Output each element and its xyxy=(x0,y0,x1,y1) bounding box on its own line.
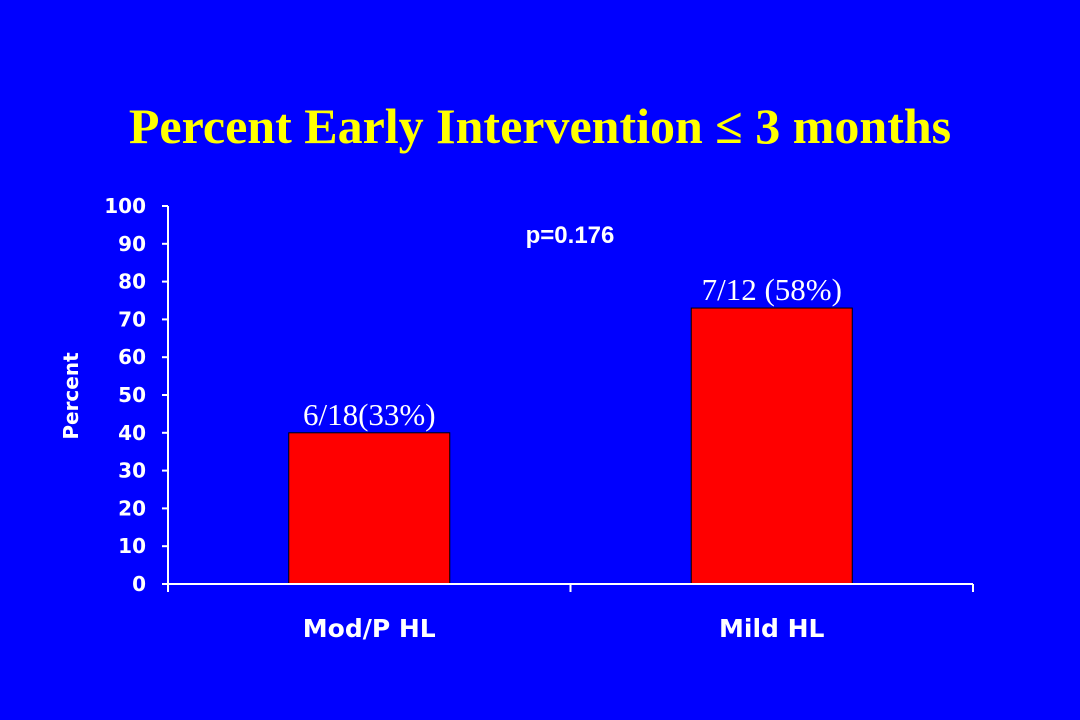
y-tick-label: 90 xyxy=(118,232,146,256)
slide-title: Percent Early Intervention ≤ 3 months xyxy=(128,98,952,154)
x-category-label: Mod/P HL xyxy=(303,614,436,643)
y-tick-label: 10 xyxy=(118,534,146,558)
bar-1 xyxy=(288,432,451,585)
bar-data-label: 7/12 (58%) xyxy=(702,272,842,307)
y-tick-label: 80 xyxy=(118,270,146,294)
y-tick-label: 40 xyxy=(118,421,146,445)
y-tick-label: 0 xyxy=(132,572,146,596)
x-category-label: Mild HL xyxy=(719,614,825,643)
y-tick-label: 20 xyxy=(118,496,146,520)
bar-data-label: 6/18(33%) xyxy=(303,397,436,432)
y-tick-label: 60 xyxy=(118,345,146,369)
y-axis-title: Percent xyxy=(59,352,83,440)
y-tick-label: 30 xyxy=(118,459,146,483)
bar-2 xyxy=(690,307,853,585)
y-tick-label: 100 xyxy=(104,194,146,218)
p-value-annotation: p=0.176 xyxy=(526,222,615,249)
y-tick-label: 50 xyxy=(118,383,146,407)
y-tick-label: 70 xyxy=(118,307,146,331)
